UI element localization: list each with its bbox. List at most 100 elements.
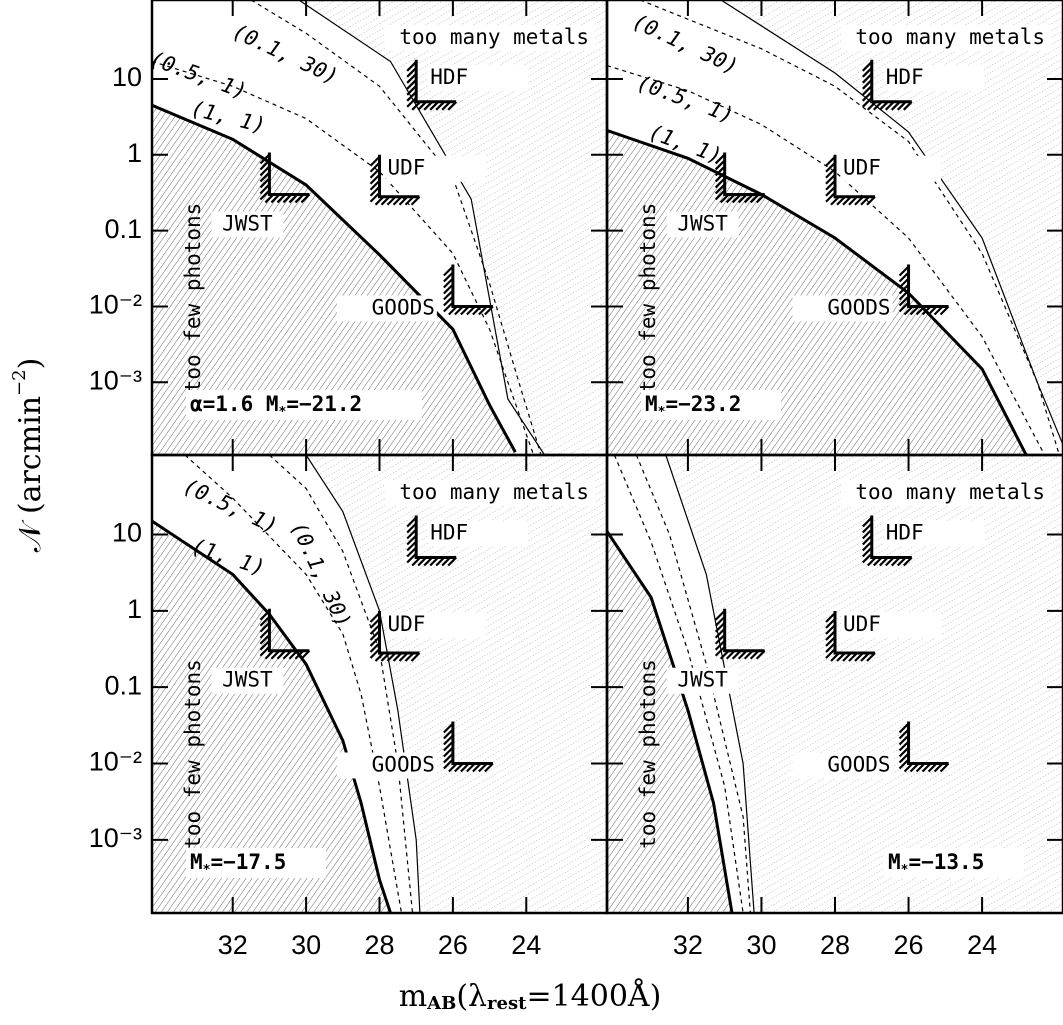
survey-limit bbox=[825, 154, 876, 206]
survey-limit bbox=[714, 152, 766, 204]
panel: (1, 1)(0.5, 1)(0.1, 30) HDFUDFJWSTGOODSto… bbox=[605, 0, 1063, 457]
x-axis-label: mAB(λrest=1400Å) bbox=[399, 978, 662, 1014]
panel: HDF UDF JWST GOODS too many metals too few ph… bbox=[605, 453, 1063, 960]
label-bg bbox=[385, 480, 595, 506]
annotation-part: =−21.2 bbox=[286, 392, 362, 416]
curve bbox=[298, 0, 546, 455]
label-bg bbox=[641, 390, 781, 420]
curve-label: (0.5, 1) bbox=[634, 70, 737, 127]
panel-plot: (1, 1)(0.5, 1)(0.1, 30) HDFUDFJWSTGOODSto… bbox=[152, 0, 607, 455]
survey-limit bbox=[369, 154, 421, 206]
too-few-photons-region bbox=[152, 521, 391, 913]
y-tick-label: 10 bbox=[112, 518, 142, 548]
label-bg bbox=[841, 612, 941, 639]
survey-label: UDF bbox=[843, 156, 881, 180]
survey-label: HDF bbox=[886, 520, 924, 544]
curve bbox=[152, 60, 535, 455]
y-tick-label: 0.1 bbox=[104, 670, 142, 700]
survey-hatch bbox=[443, 722, 494, 773]
label-bg bbox=[385, 25, 595, 51]
panel-annotation: M∗=−17.5 bbox=[190, 850, 286, 875]
survey-hatch bbox=[825, 155, 876, 206]
y-tick-label: 10⁻² bbox=[89, 747, 142, 777]
label-bg bbox=[666, 667, 739, 694]
too-few-photons-region bbox=[152, 105, 516, 455]
y-axis-label: 𝒩 (arcmin−2) bbox=[9, 358, 48, 553]
panel-annotation: M∗=−13.5 bbox=[888, 850, 984, 875]
survey-limit bbox=[259, 152, 311, 204]
panel-plot: (1, 1)(0.5, 1)(0.1, 30) HDFUDFJWSTGOODSto… bbox=[607, 0, 1063, 455]
too-many-metals-region bbox=[306, 455, 607, 913]
label-bg bbox=[385, 612, 486, 639]
region-label: too few photons bbox=[181, 203, 205, 393]
y-tick-label: 10⁻³ bbox=[89, 365, 142, 395]
region-label: too few photons bbox=[636, 659, 660, 849]
y-tick-label: 1 bbox=[127, 138, 142, 168]
survey-limit bbox=[443, 264, 494, 316]
x-tick-label: 32 bbox=[218, 930, 248, 960]
label-bg bbox=[428, 520, 529, 547]
annotation-part: M bbox=[645, 392, 658, 416]
curve-label: (0.5, 1) bbox=[180, 474, 282, 539]
survey-label: GOODS bbox=[372, 295, 435, 319]
survey-limit bbox=[861, 515, 913, 567]
survey-label: UDF bbox=[388, 156, 426, 180]
y-tick-label: 10 bbox=[112, 62, 142, 92]
label-bg bbox=[884, 848, 1024, 878]
curve bbox=[607, 128, 1028, 455]
y-tick-label: 0.1 bbox=[104, 214, 142, 244]
survey-hatch bbox=[898, 722, 950, 773]
x-tick-label: 28 bbox=[820, 930, 850, 960]
survey-label: JWST bbox=[222, 668, 273, 692]
x-tick-label: 30 bbox=[291, 930, 321, 960]
curve bbox=[152, 519, 392, 913]
panel-plot: HDF UDF JWST GOODS too many metals too few ph… bbox=[607, 455, 1063, 913]
survey-limit bbox=[714, 608, 766, 660]
region-label: too few photons bbox=[636, 203, 660, 393]
survey-hatch bbox=[714, 609, 766, 660]
survey-limit bbox=[406, 59, 457, 111]
survey-label: JWST bbox=[677, 668, 728, 692]
annotation-part: =−23.2 bbox=[665, 392, 741, 416]
region-label: too many metals bbox=[399, 480, 589, 504]
label-bg bbox=[841, 480, 1051, 506]
survey-label: UDF bbox=[388, 612, 426, 636]
survey-limit bbox=[898, 721, 950, 773]
region-label: too many metals bbox=[855, 25, 1045, 49]
annotation-part: ∗ bbox=[279, 402, 287, 417]
annotation-part: ∗ bbox=[901, 860, 909, 875]
label-bg bbox=[336, 752, 437, 779]
survey-hatch bbox=[825, 612, 876, 662]
too-many-metals-region bbox=[298, 0, 607, 455]
survey-limit bbox=[825, 611, 876, 662]
survey-limit bbox=[861, 59, 913, 111]
survey-hatch bbox=[259, 153, 311, 204]
region-label: too many metals bbox=[855, 480, 1045, 504]
survey-hatch bbox=[369, 612, 421, 662]
label-bg bbox=[841, 25, 1051, 51]
curve bbox=[184, 455, 403, 913]
survey-limit bbox=[406, 515, 457, 567]
survey-hatch bbox=[443, 265, 494, 316]
label-bg bbox=[792, 752, 893, 779]
survey-label: HDF bbox=[430, 520, 468, 544]
x-tick-label: 24 bbox=[511, 930, 541, 960]
survey-limit bbox=[443, 721, 494, 773]
survey-label: UDF bbox=[843, 612, 881, 636]
panel: (1, 1)(0.5, 1)(0.1, 30) HDFUDFJWSTGOODSto… bbox=[89, 453, 609, 960]
curve-label: (0.1, 30) bbox=[286, 518, 356, 631]
y-tick-label: 1 bbox=[127, 594, 142, 624]
survey-hatch bbox=[406, 61, 457, 111]
annotation-part: ∗ bbox=[658, 402, 666, 417]
survey-label: HDF bbox=[430, 65, 468, 89]
label-bg bbox=[883, 64, 984, 91]
survey-limit bbox=[898, 264, 950, 316]
survey-label: JWST bbox=[222, 211, 273, 235]
survey-limit bbox=[259, 608, 311, 660]
label-bg bbox=[666, 211, 739, 238]
curve bbox=[613, 455, 744, 913]
x-tick-label: 24 bbox=[967, 930, 997, 960]
survey-hatch bbox=[259, 609, 311, 660]
curve bbox=[268, 455, 414, 913]
label-bg bbox=[336, 295, 437, 322]
